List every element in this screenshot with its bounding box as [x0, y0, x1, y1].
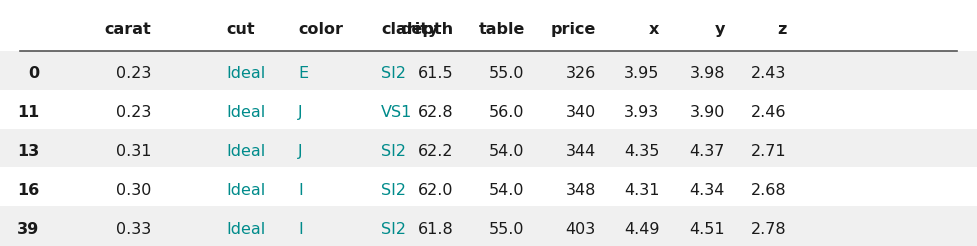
Text: 3.98: 3.98	[690, 66, 725, 81]
Text: depth: depth	[401, 22, 453, 37]
Text: I: I	[298, 221, 303, 236]
Text: x: x	[649, 22, 659, 37]
Text: 4.49: 4.49	[624, 221, 659, 236]
Text: VS1: VS1	[381, 105, 412, 120]
Text: 403: 403	[566, 221, 596, 236]
Text: 61.8: 61.8	[417, 221, 453, 236]
Text: 4.34: 4.34	[690, 183, 725, 198]
Text: 4.51: 4.51	[690, 221, 725, 236]
Text: 39: 39	[17, 221, 39, 236]
Text: clarity: clarity	[381, 22, 439, 37]
Text: 61.5: 61.5	[418, 66, 453, 81]
Text: 54.0: 54.0	[489, 183, 525, 198]
Text: 62.2: 62.2	[418, 144, 453, 159]
Text: carat: carat	[105, 22, 151, 37]
Text: 2.71: 2.71	[751, 144, 786, 159]
Text: 4.37: 4.37	[690, 144, 725, 159]
Text: 340: 340	[566, 105, 596, 120]
Text: table: table	[479, 22, 525, 37]
Text: Ideal: Ideal	[227, 144, 266, 159]
Text: cut: cut	[227, 22, 255, 37]
Text: 3.95: 3.95	[624, 66, 659, 81]
Text: SI2: SI2	[381, 144, 406, 159]
Text: 0.23: 0.23	[116, 105, 151, 120]
Text: J: J	[298, 144, 303, 159]
Text: y: y	[714, 22, 725, 37]
Text: color: color	[298, 22, 343, 37]
Text: 2.43: 2.43	[751, 66, 786, 81]
Text: Ideal: Ideal	[227, 105, 266, 120]
FancyBboxPatch shape	[0, 128, 977, 169]
Text: z: z	[777, 22, 786, 37]
Text: 56.0: 56.0	[489, 105, 525, 120]
Text: Ideal: Ideal	[227, 66, 266, 81]
Text: 4.31: 4.31	[624, 183, 659, 198]
Text: I: I	[298, 183, 303, 198]
Text: 11: 11	[17, 105, 39, 120]
Text: 4.35: 4.35	[624, 144, 659, 159]
Text: 2.78: 2.78	[751, 221, 786, 236]
Text: Ideal: Ideal	[227, 221, 266, 236]
FancyBboxPatch shape	[0, 168, 977, 208]
Text: SI2: SI2	[381, 183, 406, 198]
Text: 16: 16	[17, 183, 39, 198]
Text: 2.68: 2.68	[751, 183, 786, 198]
Text: J: J	[298, 105, 303, 120]
Text: 344: 344	[566, 144, 596, 159]
Text: 55.0: 55.0	[489, 66, 525, 81]
Text: 0.23: 0.23	[116, 66, 151, 81]
Text: SI2: SI2	[381, 66, 406, 81]
Text: 348: 348	[566, 183, 596, 198]
FancyBboxPatch shape	[0, 90, 977, 130]
Text: 54.0: 54.0	[489, 144, 525, 159]
Text: 326: 326	[566, 66, 596, 81]
Text: 0.33: 0.33	[116, 221, 151, 236]
Text: 3.90: 3.90	[690, 105, 725, 120]
FancyBboxPatch shape	[0, 206, 977, 246]
FancyBboxPatch shape	[0, 51, 977, 91]
Text: 55.0: 55.0	[489, 221, 525, 236]
Text: 13: 13	[17, 144, 39, 159]
Text: Ideal: Ideal	[227, 183, 266, 198]
Text: 2.46: 2.46	[751, 105, 786, 120]
Text: 0.30: 0.30	[116, 183, 151, 198]
Text: SI2: SI2	[381, 221, 406, 236]
Text: 3.93: 3.93	[624, 105, 659, 120]
Text: 62.8: 62.8	[418, 105, 453, 120]
Text: E: E	[298, 66, 308, 81]
Text: 0: 0	[28, 66, 39, 81]
Text: 0.31: 0.31	[116, 144, 151, 159]
Text: price: price	[551, 22, 596, 37]
Text: 62.0: 62.0	[418, 183, 453, 198]
